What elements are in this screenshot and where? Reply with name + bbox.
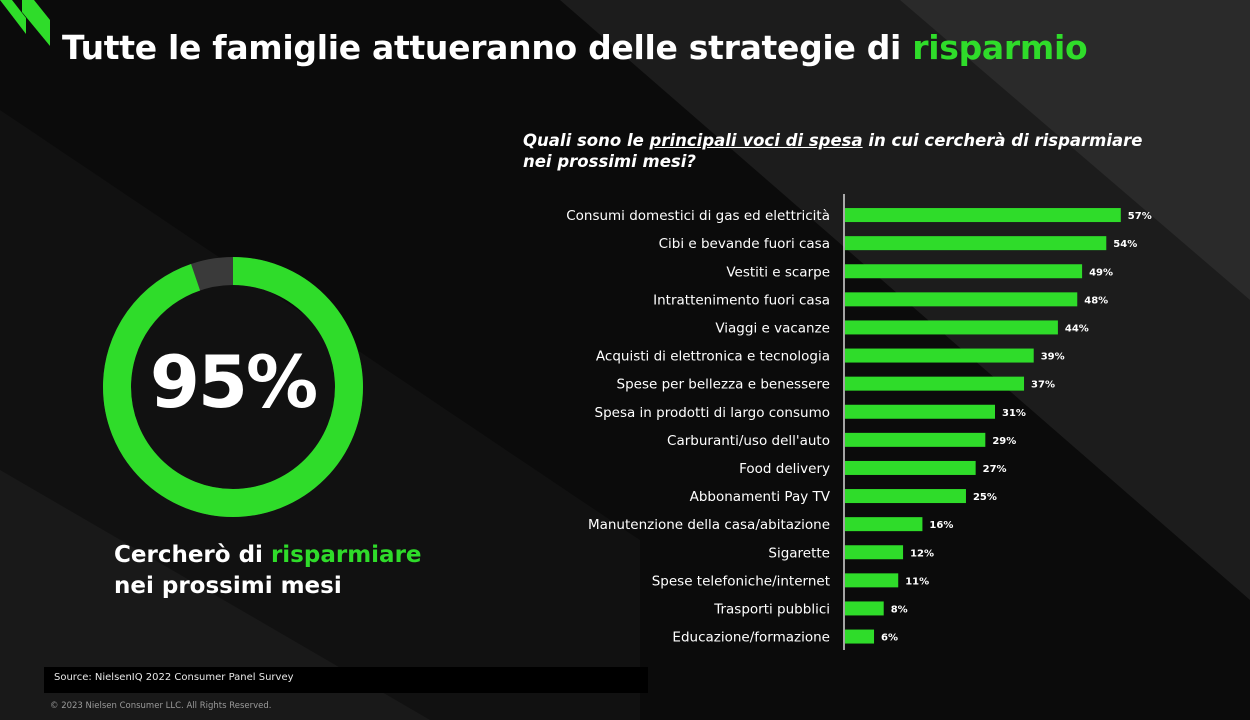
- category-label: Intrattenimento fuori casa: [653, 292, 830, 308]
- bar: [845, 460, 976, 475]
- bar: [845, 292, 1078, 307]
- category-label: Educazione/formazione: [672, 630, 830, 646]
- value-label: 11%: [905, 576, 929, 587]
- kpi-caption-before: Cercherò di: [114, 542, 263, 568]
- value-label: 6%: [881, 633, 898, 644]
- bar: [845, 489, 966, 504]
- kpi-caption: Cercherò di risparmiare nei prossimi mes…: [114, 540, 422, 602]
- source-text: Source: NielsenIQ 2022 Consumer Panel Su…: [54, 672, 294, 683]
- bar: [845, 601, 884, 616]
- question-underlined: principali voci di spesa: [649, 131, 863, 150]
- category-label: Sigarette: [768, 545, 830, 561]
- category-label: Spese per bellezza e benessere: [617, 377, 830, 393]
- copyright-text: © 2023 Nielsen Consumer LLC. All Rights …: [50, 701, 272, 711]
- value-label: 25%: [973, 492, 997, 503]
- bar: [845, 376, 1025, 391]
- kpi-value: 95%: [149, 340, 318, 424]
- value-label: 8%: [891, 604, 908, 615]
- category-label: Consumi domestici di gas ed elettricità: [566, 208, 830, 224]
- value-label: 12%: [910, 548, 934, 559]
- value-label: 39%: [1041, 352, 1065, 363]
- category-label: Cibi e bevande fuori casa: [659, 236, 830, 252]
- value-label: 27%: [983, 464, 1007, 475]
- value-label: 57%: [1128, 211, 1152, 222]
- category-label: Abbonamenti Pay TV: [690, 489, 831, 505]
- category-label: Carburanti/uso dell'auto: [667, 433, 830, 449]
- question-after: in cui cercherà di risparmiare: [868, 131, 1143, 150]
- bar: [845, 432, 986, 447]
- bar: [845, 320, 1058, 335]
- bar: [845, 629, 875, 644]
- value-label: 31%: [1002, 408, 1026, 419]
- bar: [845, 236, 1107, 251]
- bar: [845, 208, 1121, 223]
- category-label: Viaggi e vacanze: [715, 320, 830, 336]
- category-label: Spese telefoniche/internet: [652, 573, 830, 589]
- question-line2: nei prossimi mesi?: [523, 152, 696, 171]
- bar: [845, 404, 995, 419]
- donut-fill: [103, 257, 363, 517]
- value-label: 37%: [1031, 380, 1055, 391]
- kpi-caption-line2: nei prossimi mesi: [114, 573, 342, 599]
- title-highlight: risparmio: [912, 28, 1088, 67]
- bar: [845, 573, 899, 588]
- category-label: Food delivery: [739, 461, 830, 477]
- category-label: Trasporti pubblici: [713, 601, 830, 617]
- page-title: Tutte le famiglie attueranno delle strat…: [62, 28, 1088, 67]
- kpi-donut: [103, 257, 363, 517]
- question-before: Quali sono le: [523, 131, 644, 150]
- value-label: 54%: [1113, 239, 1137, 250]
- bar-chart: Consumi domestici di gas ed elettricità 5…: [566, 194, 1152, 650]
- kpi-caption-highlight: risparmiare: [270, 542, 422, 568]
- category-label: Acquisti di elettronica e tecnologia: [596, 349, 830, 365]
- bar: [845, 545, 904, 560]
- title-main: Tutte le famiglie attueranno delle strat…: [62, 28, 902, 67]
- category-label: Spesa in prodotti di largo consumo: [595, 405, 831, 421]
- category-label: Vestiti e scarpe: [726, 264, 830, 280]
- chart-question: Quali sono le principali voci di spesa i…: [523, 130, 1183, 172]
- value-label: 44%: [1065, 323, 1089, 334]
- value-label: 29%: [992, 436, 1016, 447]
- value-label: 49%: [1089, 267, 1113, 278]
- value-label: 48%: [1084, 295, 1108, 306]
- nielseniq-logo-icon: [0, 0, 50, 46]
- source-box: Source: NielsenIQ 2022 Consumer Panel Su…: [44, 667, 648, 693]
- bar: [845, 348, 1034, 363]
- category-label: Manutenzione della casa/abitazione: [588, 517, 830, 533]
- bar: [845, 517, 923, 532]
- value-label: 16%: [929, 520, 953, 531]
- bar: [845, 264, 1083, 279]
